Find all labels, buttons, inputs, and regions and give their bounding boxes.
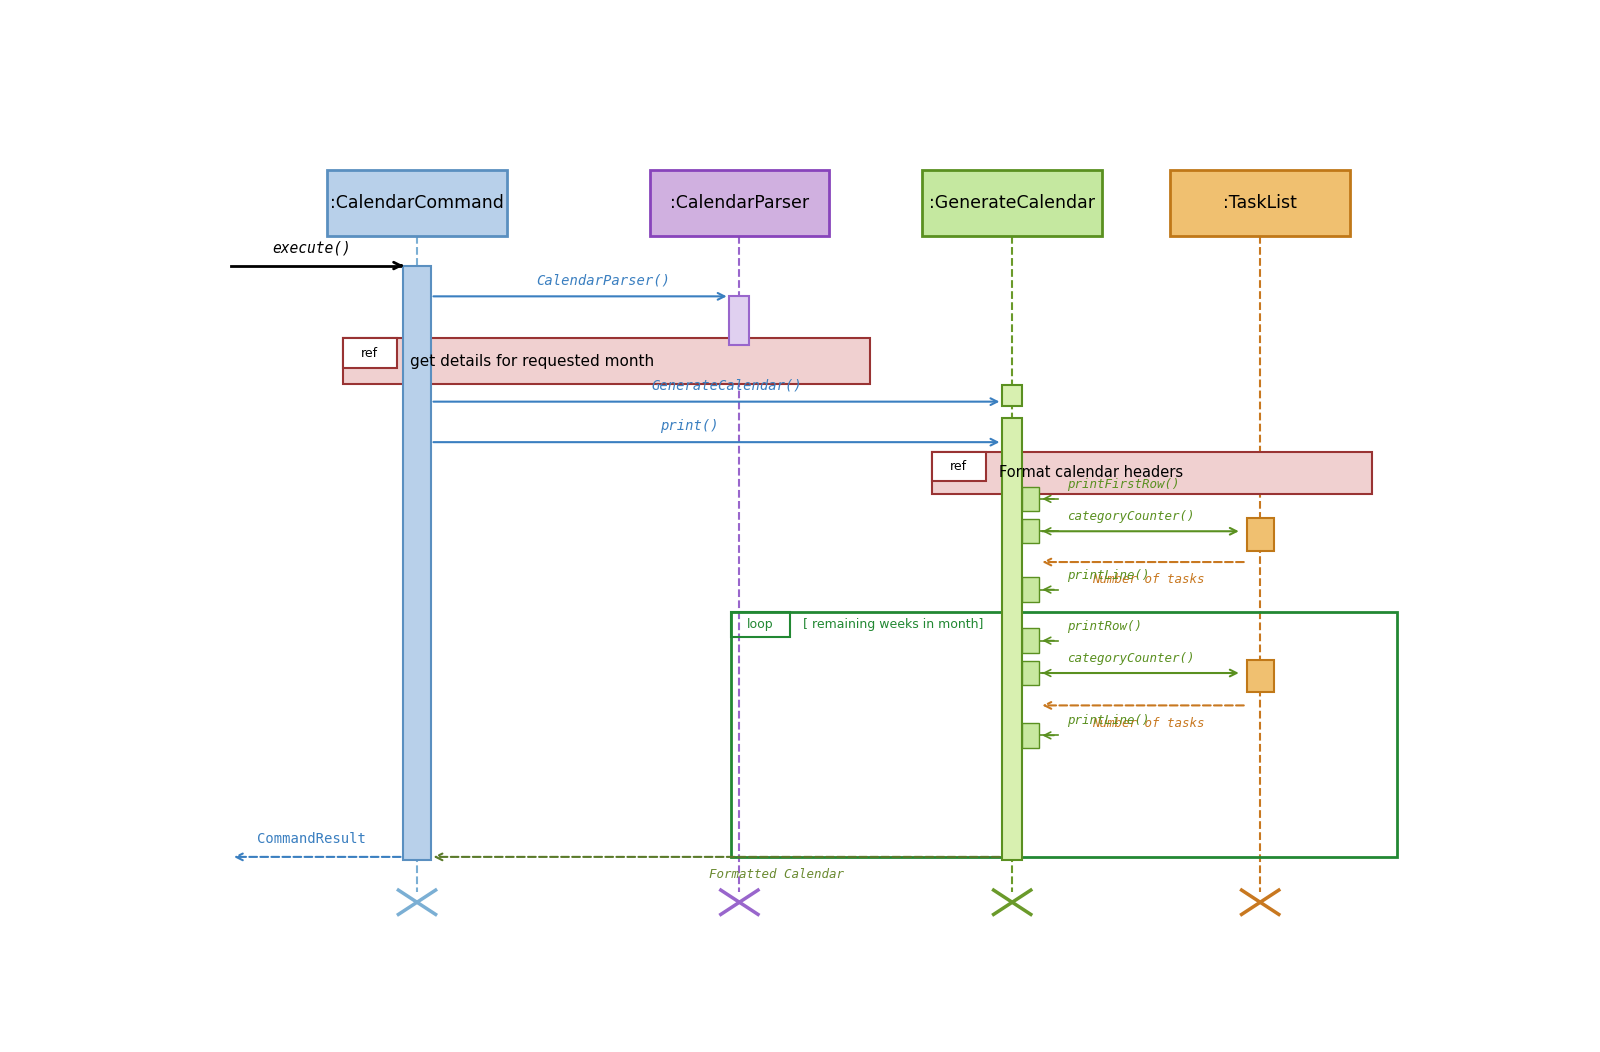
Text: printLine(): printLine() — [1067, 714, 1149, 727]
Bar — [1002, 418, 1022, 861]
Bar — [1170, 170, 1350, 237]
Text: categoryCounter(): categoryCounter() — [1067, 652, 1194, 665]
Text: :GenerateCalendar: :GenerateCalendar — [930, 195, 1094, 213]
Bar — [326, 170, 507, 237]
Bar — [342, 339, 870, 384]
Text: :CalendarCommand: :CalendarCommand — [330, 195, 504, 213]
Text: CommandResult: CommandResult — [258, 832, 366, 846]
Text: ref: ref — [950, 460, 968, 473]
Bar — [1246, 660, 1274, 692]
Bar — [931, 452, 1371, 494]
Bar — [650, 170, 829, 237]
Bar — [1022, 723, 1040, 748]
Text: CalendarParser(): CalendarParser() — [536, 274, 670, 287]
Bar — [931, 452, 986, 481]
Bar — [730, 297, 749, 345]
Text: GenerateCalendar(): GenerateCalendar() — [651, 379, 802, 392]
Text: execute(): execute() — [272, 240, 350, 256]
Bar — [731, 612, 1397, 857]
Text: printFirstRow(): printFirstRow() — [1067, 478, 1179, 491]
Text: loop: loop — [747, 618, 774, 631]
Text: [ remaining weeks in month]: [ remaining weeks in month] — [803, 618, 982, 631]
Text: :TaskList: :TaskList — [1224, 195, 1298, 213]
Text: Format calendar headers: Format calendar headers — [998, 465, 1182, 481]
Bar — [1022, 661, 1040, 685]
Text: get details for requested month: get details for requested month — [410, 353, 654, 368]
Bar — [1022, 519, 1040, 544]
Text: Formatted Calendar: Formatted Calendar — [709, 868, 845, 882]
Text: Number of tasks: Number of tasks — [1093, 716, 1205, 730]
Bar — [1246, 519, 1274, 550]
Bar — [922, 170, 1102, 237]
Bar — [1022, 628, 1040, 652]
Text: categoryCounter(): categoryCounter() — [1067, 510, 1194, 523]
Text: printRow(): printRow() — [1067, 620, 1142, 632]
Bar — [342, 339, 397, 367]
Text: Number of tasks: Number of tasks — [1093, 573, 1205, 586]
Text: :CalendarParser: :CalendarParser — [670, 195, 810, 213]
Bar — [1022, 578, 1040, 602]
Text: print(): print() — [661, 419, 718, 433]
Text: printLine(): printLine() — [1067, 568, 1149, 582]
Bar — [403, 265, 430, 861]
Bar — [1002, 385, 1022, 406]
Bar — [731, 612, 790, 636]
Bar — [1022, 487, 1040, 511]
Text: ref: ref — [362, 346, 379, 360]
